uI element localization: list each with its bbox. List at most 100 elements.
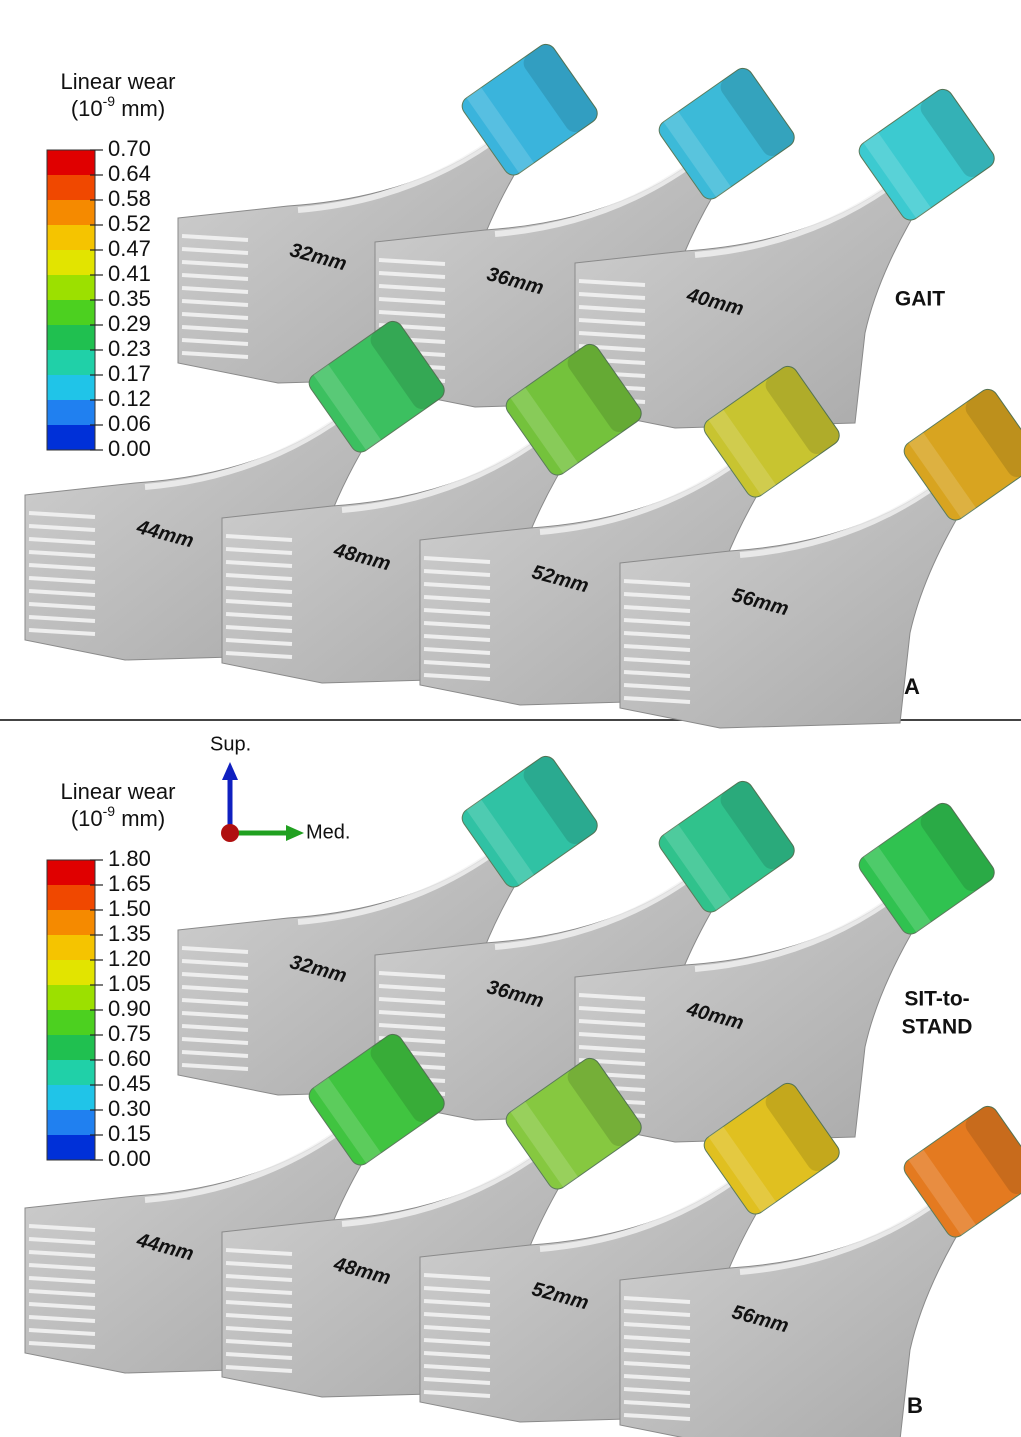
stem-ridge: [423, 1364, 491, 1372]
head-light: [708, 1126, 776, 1213]
colorbar-tick-label: 0.45: [108, 1071, 151, 1096]
stem-highlight: [144, 404, 357, 490]
stem-ridge: [623, 1387, 691, 1395]
stem-ridge: [28, 1289, 96, 1297]
axis-up-label: Sup.: [210, 733, 251, 755]
head-cylinder: [505, 1057, 642, 1190]
stem-ridge: [623, 592, 691, 600]
stem-ridge: [181, 985, 249, 993]
colorbar-band: [47, 375, 95, 400]
head-cylinder: [903, 388, 1021, 521]
stem-ridge: [578, 1032, 646, 1040]
stem-ridge: [28, 550, 96, 558]
stem-ridge: [225, 1261, 293, 1269]
head-cylinder: [658, 780, 795, 913]
stem-ridge: [623, 1374, 691, 1382]
legend-title: Linear wear: [61, 69, 176, 94]
stem-ridge: [578, 305, 646, 313]
head-cylinder: [703, 1082, 840, 1215]
stem-highlight: [144, 1117, 357, 1203]
stem-ridge: [423, 1273, 491, 1281]
stem-head: [461, 755, 598, 888]
head-cylinder: [858, 802, 995, 935]
stem-head: [658, 67, 795, 200]
head-cylinder: [858, 88, 995, 221]
legend: Linear wear(10-9 mm) 0.700.640.580.520.47…: [46, 69, 176, 461]
colorbar-tick-label: 0.17: [108, 361, 151, 386]
stem-ridge: [423, 582, 491, 590]
head-cylinder: [658, 67, 795, 200]
stem-ridge: [578, 318, 646, 326]
head-shade: [370, 321, 445, 410]
stem-ridge: [225, 1365, 293, 1373]
head-shade: [720, 781, 795, 870]
head-shade: [720, 68, 795, 157]
head-cylinder: [308, 320, 445, 453]
colorbar-band: [47, 200, 95, 225]
colorbar-band: [47, 860, 95, 885]
stem-ridge: [423, 1377, 491, 1385]
stem-ridge: [225, 1287, 293, 1295]
stem: 36mm: [374, 780, 795, 1121]
head-light: [313, 1077, 381, 1164]
units-exponent: -9: [103, 803, 116, 819]
stem-ridge: [181, 959, 249, 967]
colorbar-tick-label: 0.30: [108, 1096, 151, 1121]
stem: 48mm: [221, 343, 642, 684]
stem-ridge: [423, 1351, 491, 1359]
head-light: [510, 1101, 578, 1188]
stem-ridge: [623, 644, 691, 652]
stem-highlight: [297, 839, 510, 925]
stem-ridge: [181, 1024, 249, 1032]
stem-ridge: [181, 946, 249, 954]
stem-highlight: [341, 427, 554, 513]
stem-ridge: [623, 579, 691, 587]
stem-ridge: [623, 1361, 691, 1369]
stem-ridge: [225, 651, 293, 659]
stem-highlight: [739, 1189, 952, 1275]
colorbar-band: [47, 985, 95, 1010]
stem-ridge: [623, 631, 691, 639]
stem-ridge: [378, 1023, 446, 1031]
head-shade: [765, 366, 840, 455]
stem-ridge: [623, 696, 691, 704]
panel-letter: B: [907, 1393, 923, 1418]
stem-ridge: [181, 299, 249, 307]
stem-ridge: [28, 1263, 96, 1271]
colorbar-tick-label: 0.41: [108, 261, 151, 286]
stem-ridge: [28, 628, 96, 636]
stem-head: [858, 88, 995, 221]
stem-head: [505, 1057, 642, 1190]
colorbar-band: [47, 1110, 95, 1135]
stem-ridge: [181, 312, 249, 320]
colorbar-tick-label: 0.64: [108, 161, 151, 186]
stem-ridge: [623, 1322, 691, 1330]
colorbar-band: [47, 910, 95, 935]
colorbar-band: [47, 425, 95, 450]
colorbar-tick-label: 1.35: [108, 921, 151, 946]
stem-highlight: [494, 151, 707, 237]
head-cylinder: [703, 365, 840, 498]
colorbar-tick-label: 0.15: [108, 1121, 151, 1146]
colorbar-tick-label: 0.90: [108, 996, 151, 1021]
stem-ridge: [623, 1348, 691, 1356]
stem-ridge: [181, 972, 249, 980]
stem-highlight: [739, 472, 952, 558]
stem-ridge: [623, 683, 691, 691]
panel-letter: A: [904, 674, 920, 699]
stem-head: [505, 343, 642, 476]
head-light: [510, 387, 578, 474]
head-shade: [920, 89, 995, 178]
head-shade: [523, 44, 598, 133]
stem-ridge: [578, 292, 646, 300]
head-cylinder: [308, 1033, 445, 1166]
stem-ridge: [225, 638, 293, 646]
head-light: [466, 799, 534, 886]
stem-highlight: [539, 449, 752, 535]
stem-ridge: [28, 1250, 96, 1258]
units-base: (10: [71, 806, 103, 831]
stem-ridge: [423, 595, 491, 603]
colorbar-band: [47, 1085, 95, 1110]
stem-ridge: [28, 511, 96, 519]
stem-ridge: [623, 618, 691, 626]
